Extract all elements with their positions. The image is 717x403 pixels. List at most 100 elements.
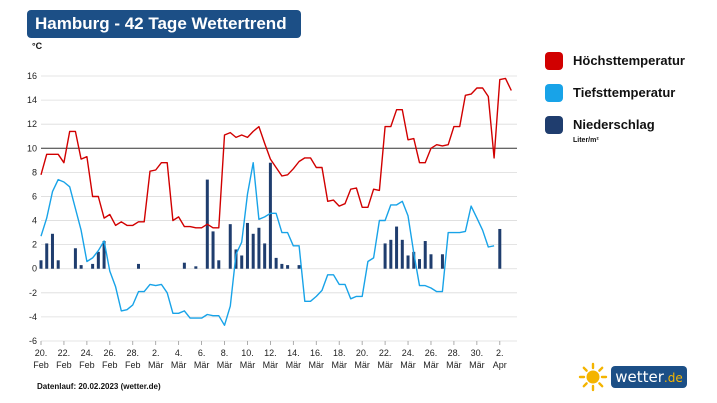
logo-tld: .de (663, 371, 683, 385)
y-tick-label: 6 (32, 191, 37, 201)
x-tick-day: 20. (35, 348, 48, 358)
chart-title: Hamburg - 42 Tage Wettertrend (27, 10, 301, 38)
x-tick-month: Mär (217, 360, 233, 370)
x-tick-month: Feb (125, 360, 141, 370)
legend-item-min: Tiefsttemperatur (545, 82, 715, 114)
precipitation-bar (39, 260, 43, 269)
legend-label-max: Höchsttemperatur (573, 53, 685, 68)
precipitation-bar (297, 265, 301, 269)
precipitation-bar (286, 265, 290, 269)
min-temperature-line (40, 161, 495, 326)
precip-unit-label: Liter/m² (573, 137, 599, 144)
precipitation-bar (440, 254, 444, 269)
precipitation-bar (383, 243, 387, 269)
x-tick-month: Feb (56, 360, 72, 370)
precipitation-bar (91, 263, 95, 269)
y-tick-label: 8 (32, 167, 37, 177)
precipitation-bar (194, 266, 198, 269)
x-tick-month: Mär (240, 360, 256, 370)
y-tick-label: 10 (27, 143, 37, 153)
x-tick-month: Mär (171, 360, 187, 370)
precipitation-bar (389, 239, 393, 269)
x-tick-day: 22. (379, 348, 392, 358)
y-tick-label: -6 (29, 336, 37, 346)
x-tick-day: 28. (448, 348, 461, 358)
y-tick-label: 14 (27, 95, 37, 105)
legend: Höchsttemperatur Tiefsttemperatur Nieder… (545, 50, 715, 146)
precipitation-bar (395, 226, 399, 269)
x-tick-day: 2. (152, 348, 160, 358)
precipitation-bar (79, 265, 83, 269)
x-tick-month: Mär (446, 360, 462, 370)
x-tick-day: 20. (356, 348, 369, 358)
x-tick-month: Mär (377, 360, 393, 370)
x-tick-day: 16. (310, 348, 323, 358)
legend-swatch-precip (545, 116, 563, 134)
y-axis-label: °C (32, 41, 43, 51)
x-tick-month: Mär (469, 360, 485, 370)
precipitation-bar (217, 260, 221, 269)
x-tick-day: 26. (104, 348, 117, 358)
x-tick-labels: 20. Feb 22. Feb 24. Feb 26. Feb 28. Feb 2. Mär 4. Mär… (33, 341, 507, 370)
x-tick-day: 24. (81, 348, 94, 358)
legend-swatch-max (545, 52, 563, 70)
precipitation-bar (136, 263, 140, 269)
y-tick-label: 12 (27, 119, 37, 129)
precipitation-bar (429, 254, 433, 269)
x-tick-day: 12. (264, 348, 277, 358)
precipitation-bar (251, 233, 255, 269)
y-tick-label: 2 (32, 240, 37, 250)
precipitation-bar (182, 262, 186, 269)
x-tick-month: Mär (354, 360, 370, 370)
x-tick-month: Feb (33, 360, 49, 370)
legend-item-precip: Niederschlag (545, 114, 715, 146)
precipitation-bar (211, 231, 215, 269)
precipitation-bar (73, 248, 77, 269)
weather-chart: °C -6 -4 -2 0 2 4 6 8 10 12 14 16 20. Feb 22. Feb 24. Fe… (27, 41, 517, 370)
x-tick-day: 22. (58, 348, 71, 358)
y-tick-label: -2 (29, 288, 37, 298)
logo-wordmark: wetter.de (611, 366, 687, 388)
precipitation-bar (50, 233, 54, 269)
y-tick-label: 0 (32, 264, 37, 274)
x-tick-month: Mär (400, 360, 416, 370)
x-tick-day: 14. (287, 348, 300, 358)
x-tick-month: Mär (194, 360, 210, 370)
sun-icon (578, 362, 608, 392)
y-tick-labels: -6 -4 -2 0 2 4 6 8 10 12 14 16 (27, 71, 37, 346)
x-tick-month: Mär (286, 360, 302, 370)
precipitation-bar (240, 255, 244, 269)
precipitation-bar (406, 255, 410, 269)
x-tick-month: Mär (263, 360, 279, 370)
precipitation-bar (400, 239, 404, 269)
max-temperature-line (40, 77, 512, 229)
y-tick-label: 16 (27, 71, 37, 81)
legend-item-max: Höchsttemperatur (545, 50, 715, 82)
x-tick-month: Mär (423, 360, 439, 370)
precipitation-bar (412, 251, 416, 269)
legend-label-min: Tiefsttemperatur (573, 85, 676, 100)
wetter-de-logo[interactable]: wetter.de (578, 362, 690, 392)
x-tick-day: 30. (471, 348, 484, 358)
x-tick-month: Feb (79, 360, 95, 370)
precipitation-bar (423, 241, 427, 269)
x-tick-day: 26. (425, 348, 438, 358)
x-tick-day: 4. (175, 348, 183, 358)
x-tick-month: Apr (493, 360, 507, 370)
temperature-lines (40, 77, 512, 326)
x-tick-day: 24. (402, 348, 415, 358)
precipitation-bars (39, 162, 502, 269)
logo-name: wetter (615, 368, 664, 386)
precipitation-bar (280, 263, 284, 269)
precipitation-bar (45, 243, 49, 269)
precipitation-bar (257, 227, 261, 269)
x-tick-month: Mär (331, 360, 347, 370)
legend-label-precip: Niederschlag (573, 117, 655, 132)
precipitation-bar (96, 251, 100, 269)
y-tick-label: 4 (32, 216, 37, 226)
data-source-note: Datenlauf: 20.02.2023 (wetter.de) (37, 382, 161, 391)
precipitation-bar (498, 228, 502, 269)
x-tick-month: Mär (148, 360, 164, 370)
x-tick-month: Mär (309, 360, 325, 370)
x-tick-day: 8. (221, 348, 229, 358)
